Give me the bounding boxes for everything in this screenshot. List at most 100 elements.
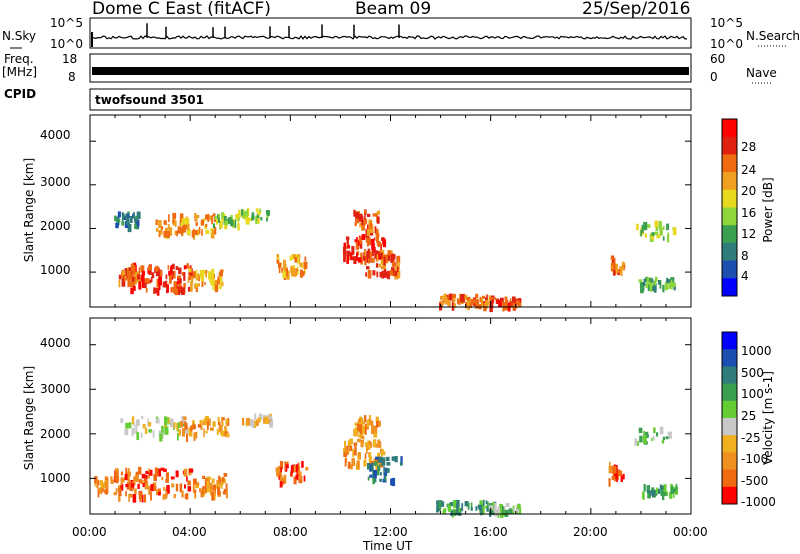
scatter-cell — [279, 475, 283, 482]
scatter-cell — [283, 259, 286, 268]
scatter-cell — [400, 456, 403, 465]
scatter-cell — [362, 219, 366, 226]
cpid-label: CPID — [4, 87, 37, 101]
freq-trace — [92, 67, 689, 75]
scatter-cell — [470, 298, 474, 306]
scatter-cell — [662, 225, 665, 230]
velocity-cbar-tick: -1000 — [741, 495, 776, 509]
scatter-cell — [285, 464, 289, 469]
power-cbar-tick: 16 — [741, 206, 757, 220]
scatter-cell — [177, 226, 182, 234]
scatter-cell — [263, 418, 265, 424]
scatter-cell — [246, 418, 250, 426]
scatter-cell — [616, 269, 621, 274]
velocity-cbar-tick: 100 — [741, 387, 764, 401]
scatter-cell — [259, 208, 262, 214]
scatter-cell — [152, 430, 155, 438]
scatter-cell — [396, 266, 399, 273]
colorbar-segment — [722, 242, 737, 262]
station-title: Dome C East (fitACF) — [92, 0, 271, 19]
scatter-cell — [387, 270, 390, 280]
scatter-cell — [220, 480, 223, 489]
scatter-cell — [675, 486, 678, 495]
scatter-cell — [178, 278, 182, 284]
scatter-cell — [380, 448, 384, 453]
scatter-cell — [650, 280, 654, 287]
scatter-cell — [156, 278, 159, 288]
scatter-cell — [131, 483, 135, 488]
scatter-cell — [387, 254, 391, 261]
scatter-cell — [125, 467, 128, 477]
scatter-cell — [219, 220, 223, 229]
scatter-cell — [611, 265, 615, 269]
scatter-cell — [181, 227, 183, 236]
scatter-cell — [375, 212, 378, 217]
scatter-cell — [469, 302, 472, 308]
scatter-cell — [210, 427, 214, 431]
scatter-cell — [182, 428, 185, 437]
scatter-cell — [158, 468, 161, 477]
scatter-cell — [452, 298, 456, 303]
scatter-cell — [357, 241, 360, 246]
scatter-cell — [486, 294, 488, 299]
scatter-cell — [211, 478, 215, 484]
scatter-cell — [350, 252, 353, 260]
xtick: 00:00 — [673, 525, 708, 539]
scatter-cell — [461, 503, 464, 512]
scatter-cell — [376, 254, 379, 262]
scatter-cell — [187, 480, 191, 486]
scatter-cell — [100, 482, 104, 489]
scatter-cell — [366, 250, 370, 258]
scatter-cell — [350, 464, 353, 470]
scatter-cell — [148, 429, 152, 433]
scatter-cell — [195, 269, 198, 279]
scatter-cell — [672, 490, 675, 498]
scatter-cell — [144, 478, 148, 484]
scatter-cell — [660, 485, 664, 494]
colorbar-segment — [722, 366, 737, 385]
scatter-cell — [129, 484, 134, 492]
nave-tick-bottom: 0 — [710, 70, 718, 84]
scatter-cell — [454, 501, 457, 506]
velocity-cbar-tick: -500 — [741, 474, 769, 488]
scatter-cell — [118, 485, 121, 492]
scatter-cell — [613, 269, 616, 276]
scatter-cell — [304, 256, 307, 261]
scatter-cell — [375, 459, 379, 463]
scatter-cell — [167, 224, 170, 230]
scatter-cell — [342, 246, 346, 255]
scatter-cell — [355, 214, 359, 224]
scatter-cell — [492, 502, 495, 507]
scatter-cell — [208, 483, 213, 488]
scatter-cell — [196, 215, 200, 218]
scatter-cell — [174, 230, 178, 236]
scatter-cell — [217, 278, 220, 285]
scatter-cell — [257, 417, 261, 423]
scatter-cell — [355, 241, 359, 250]
scatter-cell — [199, 420, 203, 426]
scatter-cell — [484, 300, 489, 307]
scatter-cell — [260, 217, 263, 221]
scatter-cell — [144, 427, 148, 435]
scatter-cell — [650, 233, 655, 240]
scatter-cell — [160, 467, 165, 471]
power-ytick: 4000 — [40, 128, 71, 142]
scatter-cell — [205, 230, 210, 235]
scatter-cell — [145, 287, 148, 293]
scatter-cell — [654, 280, 657, 286]
scatter-cell — [499, 503, 503, 510]
scatter-cell — [377, 439, 380, 448]
scatter-cell — [150, 277, 153, 283]
scatter-cell — [254, 413, 257, 420]
scatter-cell — [283, 264, 287, 271]
scatter-cell — [257, 217, 260, 224]
scatter-cell — [187, 486, 192, 492]
scatter-cell — [276, 255, 280, 261]
scatter-cell — [367, 270, 372, 279]
scatter-cell — [249, 419, 254, 427]
scatter-cell — [660, 489, 663, 496]
scatter-cell — [121, 213, 125, 219]
scatter-cell — [220, 270, 223, 276]
scatter-cell — [369, 463, 372, 472]
scatter-cell — [192, 483, 195, 492]
